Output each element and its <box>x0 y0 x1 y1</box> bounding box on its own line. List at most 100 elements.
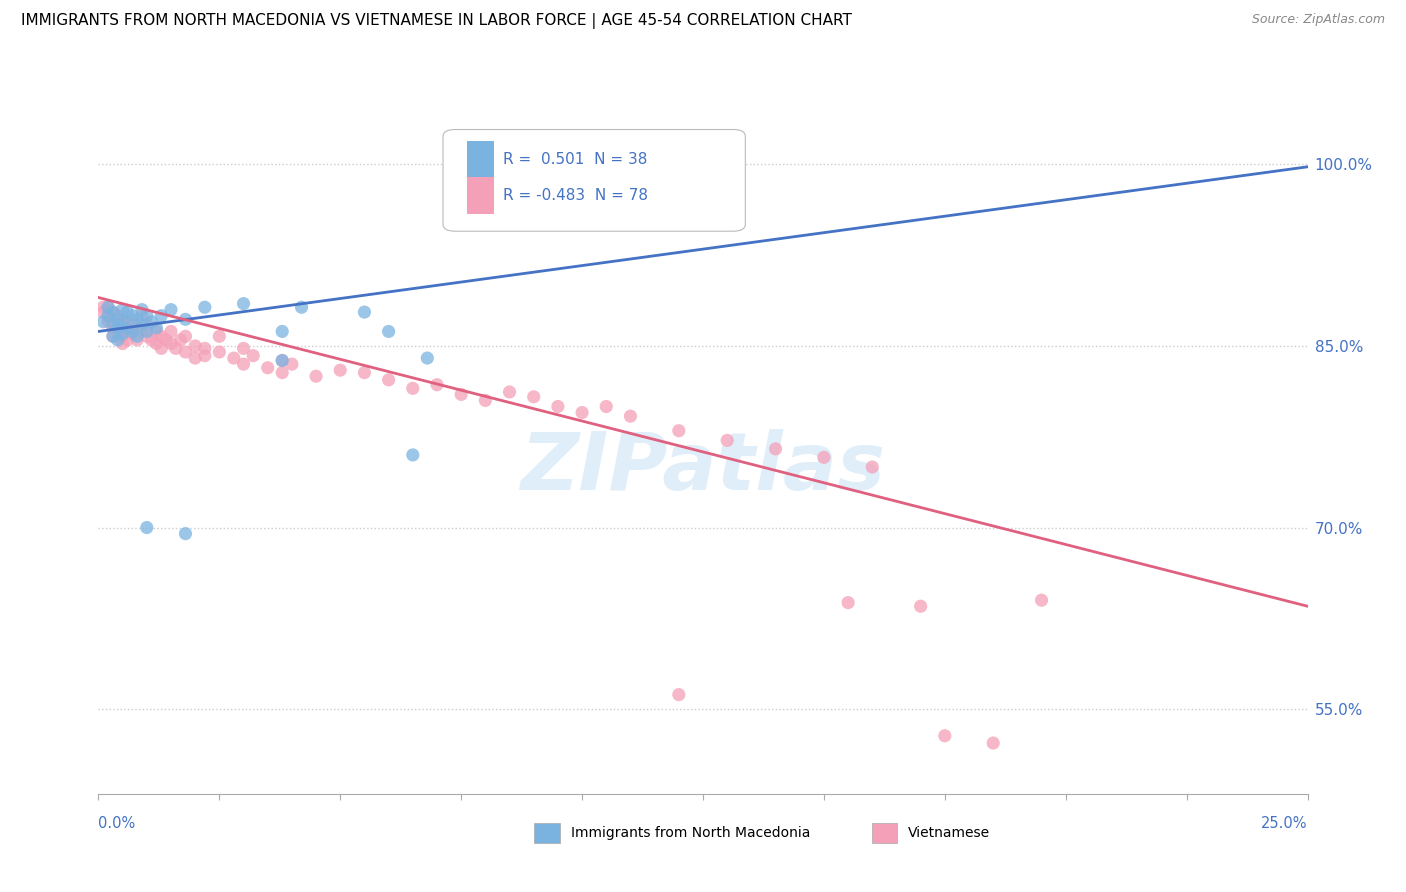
Point <box>155 333 177 347</box>
Point <box>174 526 197 541</box>
FancyBboxPatch shape <box>467 177 494 214</box>
Point <box>111 336 134 351</box>
Point <box>97 300 120 314</box>
Point <box>232 342 254 356</box>
Point <box>232 357 254 371</box>
Point <box>377 325 399 339</box>
Point <box>107 321 129 335</box>
Point <box>135 520 157 534</box>
Point <box>174 329 197 343</box>
Point <box>127 333 149 347</box>
Point <box>281 357 304 371</box>
Point <box>127 312 149 326</box>
Point <box>135 329 157 343</box>
Point <box>97 309 120 323</box>
Point <box>256 360 278 375</box>
Point <box>934 729 956 743</box>
Point <box>377 373 399 387</box>
Point <box>981 736 1004 750</box>
Point <box>97 309 120 323</box>
Point <box>91 305 114 319</box>
Point <box>222 351 245 365</box>
Point <box>860 460 883 475</box>
Text: Vietnamese: Vietnamese <box>908 826 990 840</box>
Point <box>141 333 163 347</box>
Point <box>107 333 129 347</box>
Point <box>208 329 231 343</box>
Point <box>121 309 143 323</box>
Point <box>271 353 294 368</box>
Point <box>523 390 546 404</box>
Text: 25.0%: 25.0% <box>1261 816 1308 831</box>
Point <box>101 305 124 319</box>
Text: 0.0%: 0.0% <box>98 816 135 831</box>
Point <box>150 329 173 343</box>
Point <box>101 329 124 343</box>
Point <box>111 302 134 317</box>
Point <box>97 300 120 314</box>
Point <box>353 366 375 380</box>
Point <box>107 312 129 326</box>
Point <box>117 321 139 335</box>
Text: R = -0.483  N = 78: R = -0.483 N = 78 <box>503 188 648 203</box>
Point <box>101 305 124 319</box>
Point <box>329 363 352 377</box>
Point <box>107 325 129 339</box>
Text: IMMIGRANTS FROM NORTH MACEDONIA VS VIETNAMESE IN LABOR FORCE | AGE 45-54 CORRELA: IMMIGRANTS FROM NORTH MACEDONIA VS VIETN… <box>21 13 852 29</box>
Point <box>121 325 143 339</box>
Point <box>111 329 134 343</box>
Point <box>150 309 173 323</box>
Point <box>111 312 134 326</box>
Point <box>668 424 690 438</box>
Point <box>619 409 641 424</box>
Point <box>165 342 187 356</box>
Point <box>271 325 294 339</box>
Point <box>101 315 124 329</box>
Point <box>402 381 425 395</box>
Point <box>474 393 496 408</box>
Point <box>353 305 375 319</box>
Point <box>184 339 207 353</box>
Point <box>910 599 932 614</box>
Point <box>765 442 787 456</box>
Point <box>145 321 167 335</box>
Point <box>160 325 183 339</box>
Text: Immigrants from North Macedonia: Immigrants from North Macedonia <box>571 826 810 840</box>
Point <box>135 309 157 323</box>
Point <box>160 336 183 351</box>
Point <box>101 321 124 335</box>
Point <box>595 400 617 414</box>
Point <box>131 302 153 317</box>
Point <box>111 321 134 335</box>
Point <box>194 342 217 356</box>
Point <box>174 312 197 326</box>
Point <box>402 448 425 462</box>
Point <box>174 345 197 359</box>
Point <box>1031 593 1053 607</box>
Point <box>242 349 264 363</box>
Point <box>131 325 153 339</box>
Point <box>101 317 124 331</box>
Point <box>837 596 859 610</box>
Point <box>450 387 472 401</box>
Point <box>271 353 294 368</box>
Point <box>668 688 690 702</box>
Point <box>194 300 217 314</box>
Point <box>131 317 153 331</box>
Point <box>107 317 129 331</box>
Text: Source: ZipAtlas.com: Source: ZipAtlas.com <box>1251 13 1385 27</box>
Point <box>271 366 294 380</box>
Point <box>141 315 163 329</box>
Point <box>117 315 139 329</box>
Point <box>91 300 114 314</box>
Point <box>290 300 312 314</box>
Point <box>135 317 157 331</box>
Text: R =  0.501  N = 38: R = 0.501 N = 38 <box>503 153 648 167</box>
Point <box>716 434 738 448</box>
Point <box>127 321 149 335</box>
Point <box>184 351 207 365</box>
Point <box>305 369 328 384</box>
Point <box>97 315 120 329</box>
Point <box>91 315 114 329</box>
Point <box>571 406 593 420</box>
